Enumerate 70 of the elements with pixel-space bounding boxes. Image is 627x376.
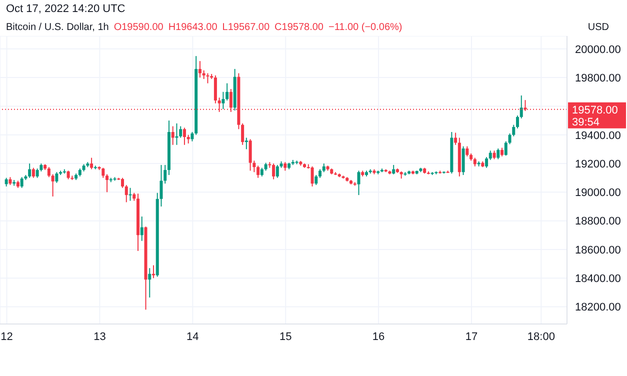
x-tick-label: 16 [372, 330, 385, 343]
chart-subtitle: Oct 17, 2022 14:20 UTC [6, 3, 126, 15]
candlestick [496, 148, 500, 160]
y-tick-label: 19800.00 [575, 72, 621, 84]
candlestick [256, 165, 260, 178]
candlestick [152, 264, 155, 279]
candlestick [179, 126, 182, 138]
x-tick-label: 12 [0, 330, 13, 343]
candlestick [466, 146, 469, 157]
x-tick-label: 15 [279, 330, 292, 343]
candlestick [20, 176, 24, 188]
candlestick [106, 174, 109, 193]
x-tick-label: 18:00 [527, 330, 555, 343]
y-axis-title: USD [588, 22, 609, 33]
x-tick-label: 14 [186, 330, 199, 343]
candlestick [314, 174, 318, 186]
candlestick [182, 127, 186, 146]
candlestick [357, 170, 360, 196]
candlestick [55, 172, 58, 184]
candlestick [128, 187, 132, 202]
text: O19590.00 [114, 22, 164, 33]
candlestick [28, 163, 32, 178]
candlestick [462, 146, 465, 176]
candlestick [124, 184, 128, 203]
chart-title: Bitcoin / U.S. Dollar, 1h [6, 22, 109, 33]
candlestick [198, 60, 202, 78]
text: L19567.00 [222, 22, 270, 33]
candlestick [241, 122, 244, 146]
candlestick [140, 216, 144, 242]
candlestick [310, 166, 314, 187]
candlestick [164, 164, 167, 184]
candlestick [121, 177, 124, 188]
candlestick [222, 91, 225, 110]
candlestick [504, 140, 508, 156]
candlestick [454, 132, 458, 146]
candlestick [276, 164, 279, 178]
text: 39:54 [572, 116, 600, 128]
candlestick [148, 268, 152, 298]
candlestick [32, 167, 35, 178]
candlestick [485, 156, 488, 168]
y-tick-label: 18200.00 [575, 302, 621, 314]
text: −11.00 (−0.06%) [328, 22, 402, 33]
y-tick-label: 18400.00 [575, 273, 621, 286]
candlestick [520, 94, 523, 119]
candlestick [51, 174, 54, 197]
candlestick [392, 164, 396, 175]
candlestick [90, 157, 94, 170]
candlestick [47, 166, 50, 178]
y-tick-label: 19000.00 [575, 187, 621, 200]
ref-line-label: 19578.00 [572, 104, 618, 116]
y-tick-label: 19200.00 [575, 158, 621, 170]
candlestick [516, 115, 520, 129]
y-tick-label: 18600.00 [575, 244, 621, 256]
candlestick [206, 72, 210, 84]
candlestick [190, 132, 194, 142]
x-tick-label: 13 [94, 330, 106, 343]
candlestick [214, 74, 217, 104]
candlestick [488, 150, 492, 160]
candlestick [226, 82, 229, 101]
x-tick-label: 17 [465, 330, 478, 343]
y-tick-label: 18800.00 [575, 216, 621, 228]
candlestick [171, 126, 174, 146]
text: H19643.00 [168, 22, 218, 33]
candlestick [248, 138, 252, 172]
text: C19578.00 [274, 22, 324, 33]
candlestick [244, 137, 248, 150]
candlestick [102, 167, 105, 178]
y-tick-label: 20000.00 [575, 44, 621, 56]
y-tick-label: 19400.00 [575, 130, 621, 142]
candlestick [272, 163, 276, 180]
